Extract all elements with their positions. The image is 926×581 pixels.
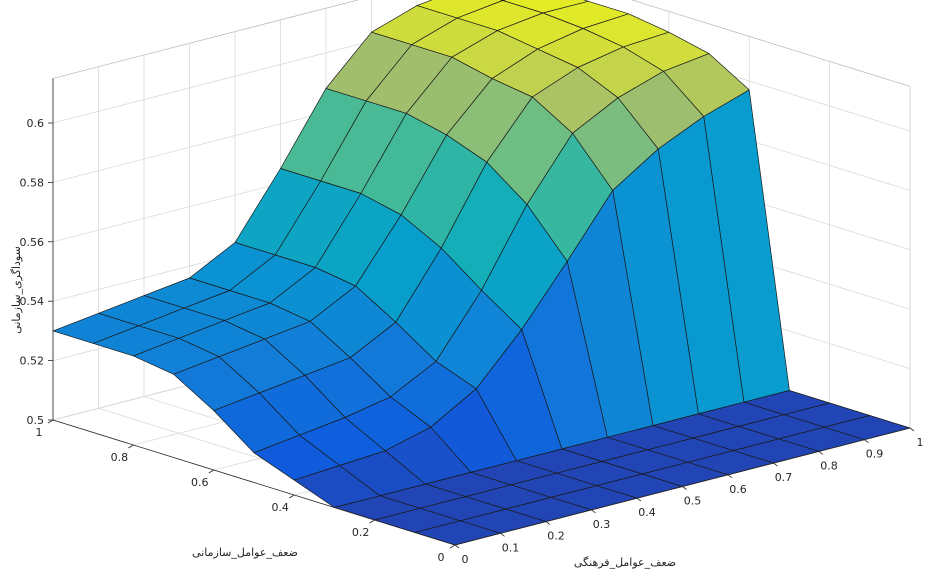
x-tick-label: 0	[462, 553, 469, 566]
x-tick-label: 0.8	[820, 459, 838, 472]
surface-mesh	[52, 0, 911, 546]
x-tick-mark	[818, 451, 824, 455]
x-tick-label: 0.2	[547, 530, 565, 543]
y-tick-label: 0	[438, 551, 445, 564]
y-tick-label: 0.6	[191, 476, 209, 489]
y-tick-mark	[208, 469, 215, 474]
axes: 0 0.1 0.2 0.3 0.4 0.5 0.6 0.7 0.8 0.9 1 0 0.2 0.4 0.6 0…	[20, 78, 924, 566]
x-tick-mark	[864, 439, 869, 444]
y-tick-label: 0.8	[111, 451, 129, 464]
x-tick-label: 0.9	[866, 448, 884, 461]
x-tick-label: 1	[917, 436, 924, 449]
x-tick-mark	[773, 462, 778, 467]
y-tick-label: 0.4	[271, 501, 289, 514]
y-tick-mark	[128, 444, 134, 449]
x-tick-mark	[909, 427, 915, 432]
x-axis-label: ضعف_عوامل_فرهنگی	[574, 556, 676, 569]
z-tick-label: 0.6	[27, 117, 45, 130]
x-tick-mark	[454, 544, 460, 549]
x-tick-label: 0.6	[729, 483, 747, 496]
x-tick-label: 0.5	[684, 495, 702, 508]
y-tick-label: 1	[36, 426, 43, 439]
x-tick-mark	[727, 474, 733, 479]
y-tick-label: 0.2	[352, 526, 370, 539]
z-tick-label: 0.5	[27, 414, 45, 427]
x-tick-mark	[500, 532, 505, 537]
z-tick-label: 0.56	[20, 236, 45, 249]
z-tick-label: 0.52	[20, 355, 45, 368]
x-tick-label: 0.1	[502, 541, 520, 554]
x-tick-mark	[682, 486, 687, 490]
x-tick-mark	[636, 497, 642, 502]
x-tick-label: 0.7	[775, 471, 793, 484]
y-axis-line	[52, 419, 456, 546]
x-tick-mark	[545, 521, 551, 525]
x-tick-mark	[591, 509, 596, 514]
y-axis-label: ضعف_عوامل_سازمانی	[192, 546, 298, 559]
x-tick-label: 0.3	[593, 518, 611, 531]
x-tick-label: 0.4	[638, 506, 656, 519]
z-tick-label: 0.54	[20, 295, 45, 308]
z-tick-label: 0.58	[20, 176, 45, 189]
z-axis-label: سوداگری_سازمانی	[10, 246, 23, 334]
y-tick-mark	[47, 419, 54, 424]
y-tick-mark	[288, 494, 295, 499]
y-tick-mark	[449, 544, 456, 549]
y-tick-mark	[369, 519, 375, 524]
